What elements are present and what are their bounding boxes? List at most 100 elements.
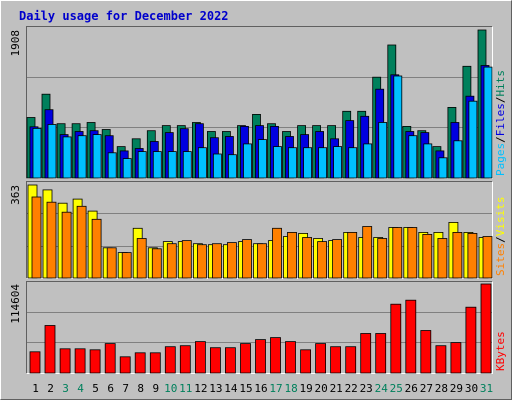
bar: [61, 211, 72, 279]
bar: [288, 147, 297, 179]
legend-entry: Hits: [494, 70, 507, 97]
bar: [134, 352, 146, 374]
bar: [330, 346, 342, 374]
bar: [104, 343, 116, 374]
bar: [136, 238, 147, 279]
bar: [317, 241, 328, 279]
bar: [149, 352, 161, 374]
bar: [32, 127, 42, 179]
bar: [468, 100, 478, 179]
bar: [62, 136, 72, 179]
bar: [318, 147, 328, 179]
bar: [465, 306, 477, 374]
legend-entry: Files: [494, 103, 507, 136]
x-tick-label: 30: [465, 382, 478, 395]
bar: [74, 348, 86, 374]
bar: [212, 153, 222, 179]
bar: [194, 341, 206, 374]
bar: [435, 345, 447, 374]
bar: [106, 247, 117, 279]
legend: Sites/Visits: [494, 197, 507, 277]
bar: [363, 143, 373, 179]
bar: [31, 196, 42, 279]
bar: [285, 341, 296, 374]
x-tick-label: 13: [209, 382, 222, 395]
x-tick-label: 31: [480, 382, 493, 395]
bar: [59, 348, 71, 374]
bar: [29, 351, 41, 374]
legend-entry: Pages: [494, 143, 507, 176]
bar: [360, 333, 372, 374]
bar: [224, 347, 236, 374]
bar: [211, 243, 222, 279]
x-tick-label: 24: [375, 382, 389, 395]
bar: [44, 325, 56, 374]
bar: [196, 244, 207, 279]
bar: [375, 333, 387, 374]
bar: [333, 146, 343, 179]
bar: [393, 75, 403, 179]
y-tick-label: 363: [9, 185, 22, 205]
bar: [303, 147, 313, 179]
x-tick-label: 2: [47, 382, 54, 395]
x-tick-label: 8: [137, 382, 144, 395]
bar: [348, 147, 358, 179]
bar: [243, 143, 252, 179]
x-tick-label: 20: [314, 382, 327, 395]
x-tick-label: 18: [284, 382, 297, 395]
bar: [47, 124, 57, 179]
plot-border-dark: [26, 26, 493, 179]
x-tick-label: 29: [450, 382, 463, 395]
bar: [91, 218, 102, 279]
bar: [258, 139, 267, 179]
x-tick-label: 15: [239, 382, 252, 395]
plot-border-dark: [26, 281, 493, 374]
x-tick-label: 9: [152, 382, 159, 395]
x-tick-label: 4: [77, 382, 84, 395]
y-tick-label: 1908: [9, 30, 22, 57]
bar: [378, 122, 388, 179]
bar: [167, 151, 177, 179]
x-tick-label: 7: [122, 382, 129, 395]
x-tick-label: 22: [345, 382, 358, 395]
bar: [89, 349, 101, 374]
x-tick-label: 25: [390, 382, 403, 395]
plot-border-light: [26, 26, 493, 179]
bar: [182, 151, 192, 179]
legend-separator: /: [494, 136, 507, 143]
bar: [122, 158, 132, 179]
bar: [257, 243, 267, 279]
x-tick-label: 27: [420, 382, 433, 395]
legend-entry: Sites: [494, 243, 507, 276]
bar: [179, 345, 191, 374]
bar: [438, 157, 448, 179]
x-tick-label: 26: [405, 382, 418, 395]
bar: [164, 346, 176, 374]
bar: [227, 154, 237, 179]
bar: [209, 347, 221, 374]
bar: [407, 227, 418, 279]
bar: [137, 151, 147, 179]
bar: [437, 238, 448, 279]
legend: Pages/Files/Hits: [494, 70, 507, 176]
bar: [332, 239, 343, 279]
x-tick-label: 17: [269, 382, 282, 395]
y-tick-label: 114604: [9, 284, 22, 324]
bar: [362, 226, 373, 279]
x-tick-label: 23: [360, 382, 373, 395]
bar: [467, 232, 478, 279]
bar: [181, 240, 192, 279]
bar: [121, 252, 132, 279]
bar: [226, 242, 237, 279]
x-tick-label: 11: [179, 382, 192, 395]
x-tick-label: 16: [254, 382, 267, 395]
x-tick-label: 3: [62, 382, 69, 395]
bar: [46, 201, 57, 279]
bar: [272, 227, 282, 279]
plot-border-light: [26, 181, 493, 279]
chart-title: Daily usage for December 2022: [19, 9, 229, 23]
bar: [408, 135, 418, 179]
bar: [377, 238, 388, 279]
